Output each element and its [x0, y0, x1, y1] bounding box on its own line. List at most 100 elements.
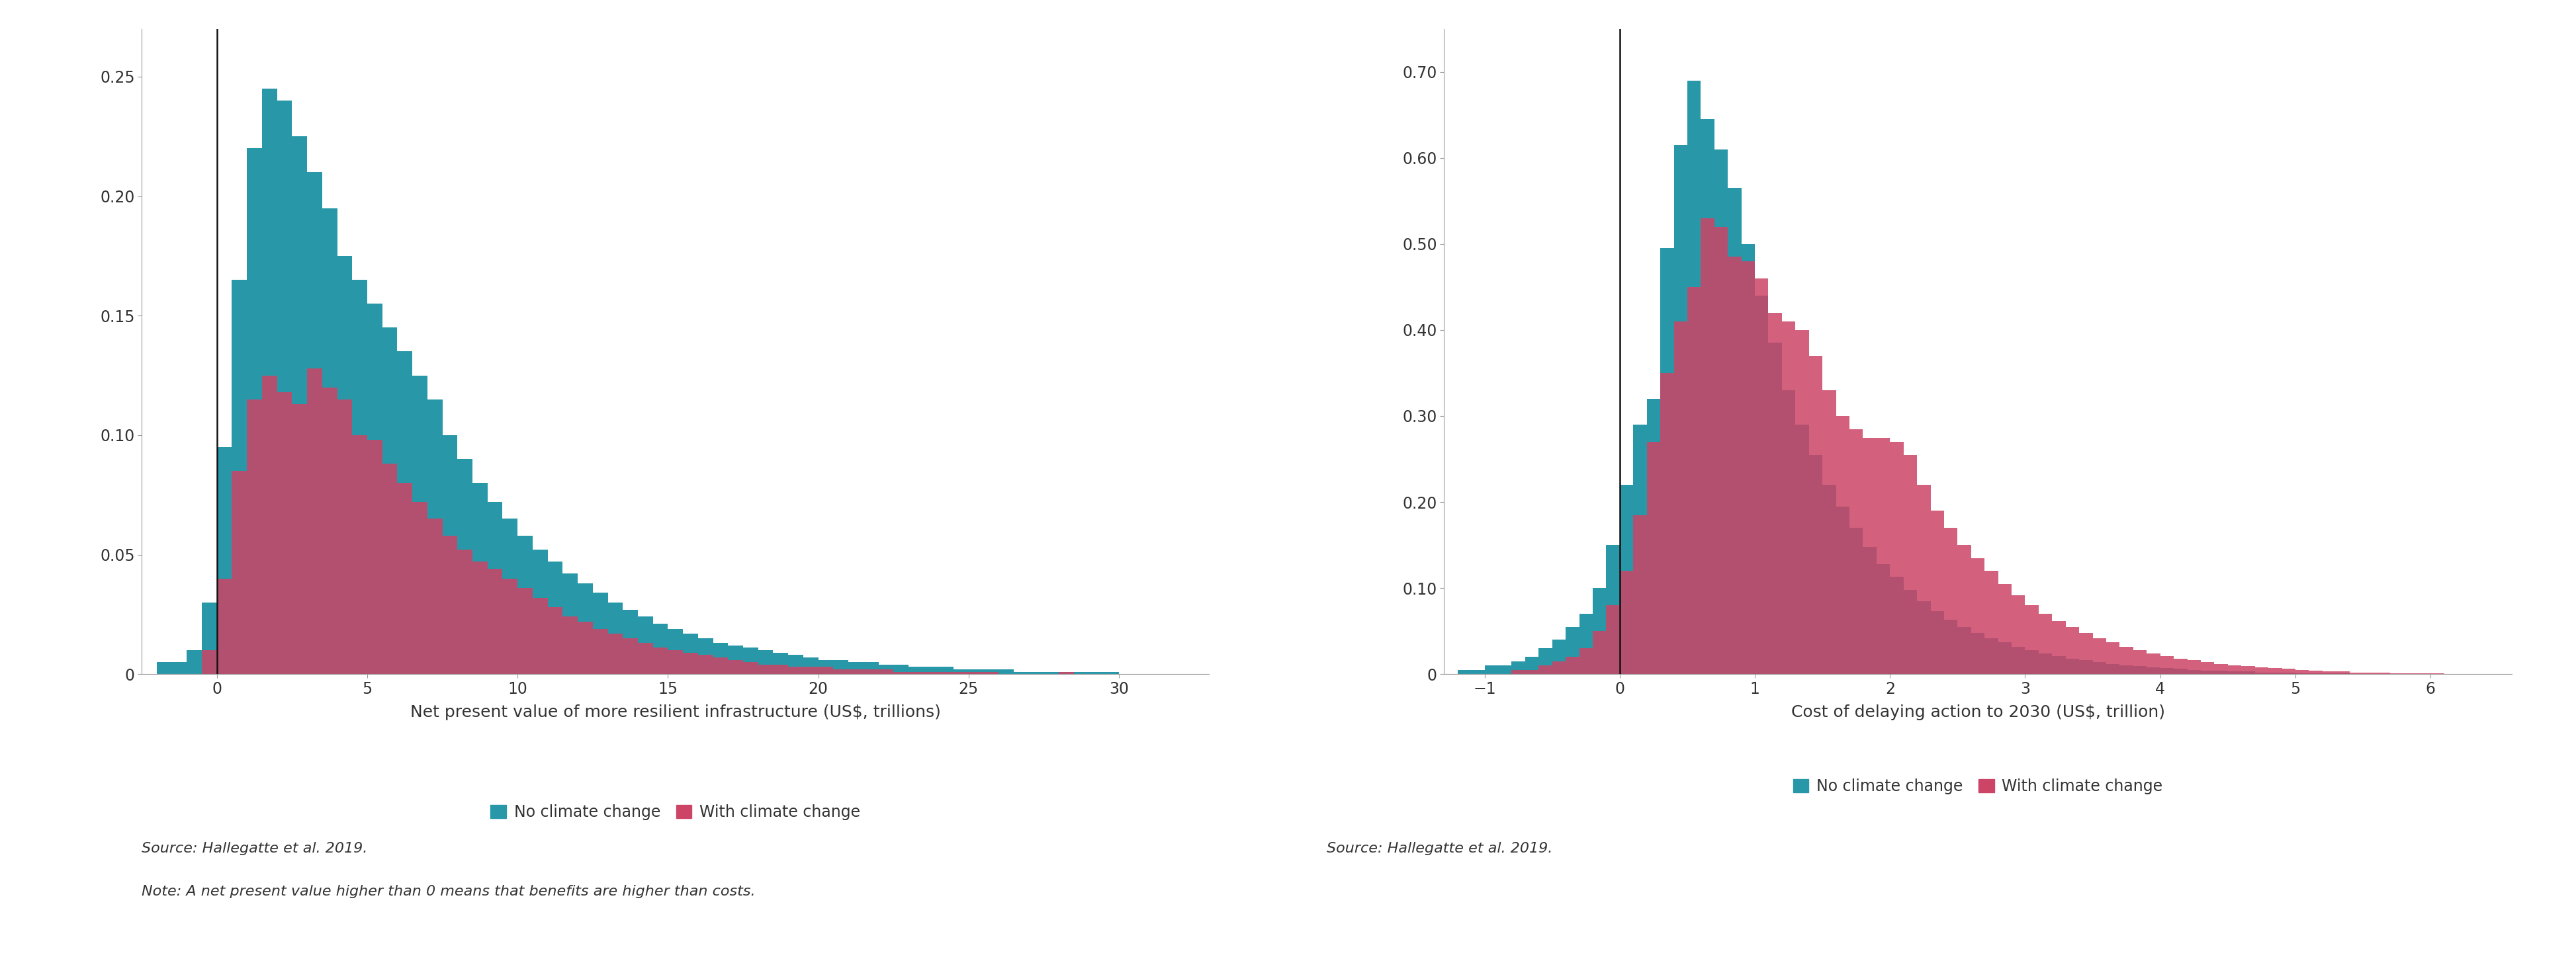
Bar	[487, 569, 502, 674]
Bar	[1958, 627, 1971, 674]
Bar	[157, 663, 173, 674]
Bar	[714, 643, 729, 674]
Bar	[1633, 425, 1646, 674]
Bar	[1754, 296, 1767, 674]
Bar	[953, 669, 969, 674]
Bar	[667, 650, 683, 674]
Bar	[714, 658, 729, 674]
Bar	[969, 672, 984, 674]
Bar	[969, 669, 984, 674]
Bar	[1783, 390, 1795, 674]
Bar	[1741, 244, 1754, 674]
Bar	[337, 400, 353, 674]
Bar	[201, 603, 216, 674]
Bar	[1633, 515, 1646, 674]
Bar	[2324, 671, 2336, 674]
Bar	[1716, 149, 1728, 674]
Bar	[757, 650, 773, 674]
Bar	[1015, 672, 1028, 674]
Bar	[1999, 584, 2012, 674]
Bar	[263, 89, 278, 674]
Bar	[1090, 672, 1105, 674]
Legend: No climate change, With climate change: No climate change, With climate change	[484, 798, 866, 826]
Bar	[608, 634, 623, 674]
Bar	[999, 669, 1015, 674]
Bar	[683, 634, 698, 674]
Bar	[1662, 248, 1674, 674]
Bar	[1821, 390, 1837, 674]
Bar	[428, 519, 443, 674]
Bar	[1700, 219, 1716, 674]
Bar	[1862, 547, 1875, 674]
Bar	[608, 603, 623, 674]
Bar	[1525, 670, 1538, 674]
Bar	[1891, 442, 1904, 674]
Bar	[2053, 656, 2066, 674]
Bar	[2107, 664, 2120, 674]
Bar	[1553, 639, 1566, 674]
Bar	[2053, 621, 2066, 674]
Bar	[1945, 620, 1958, 674]
Bar	[2038, 654, 2053, 674]
Bar	[1984, 638, 1999, 674]
Bar	[819, 660, 832, 674]
Bar	[2092, 638, 2107, 674]
Bar	[1875, 437, 1891, 674]
Bar	[1592, 631, 1607, 674]
Bar	[1728, 188, 1741, 674]
Bar	[1646, 399, 1662, 674]
Bar	[2120, 646, 2133, 674]
Bar	[729, 660, 742, 674]
Bar	[1917, 601, 1929, 674]
Bar	[307, 172, 322, 674]
Bar	[2174, 659, 2187, 674]
Bar	[381, 464, 397, 674]
X-axis label: Net present value of more resilient infrastructure (US$, trillions): Net present value of more resilient infr…	[410, 704, 940, 720]
Bar	[2269, 668, 2282, 674]
Bar	[804, 667, 819, 674]
Bar	[863, 663, 878, 674]
Bar	[1700, 119, 1716, 674]
Bar	[291, 404, 307, 674]
Bar	[247, 400, 263, 674]
Bar	[1971, 633, 1984, 674]
Bar	[2215, 664, 2228, 674]
Bar	[1795, 330, 1808, 674]
Bar	[1821, 484, 1837, 674]
Bar	[1687, 287, 1700, 674]
Bar	[443, 435, 459, 674]
Bar	[878, 669, 894, 674]
Bar	[368, 440, 381, 674]
Bar	[1767, 343, 1783, 674]
Bar	[1971, 558, 1984, 674]
Bar	[2161, 668, 2174, 674]
Bar	[1904, 455, 1917, 674]
Bar	[2362, 672, 2378, 674]
Bar	[562, 616, 577, 674]
Bar	[1566, 627, 1579, 674]
Bar	[471, 561, 487, 674]
Bar	[1984, 571, 1999, 674]
Bar	[804, 658, 819, 674]
Bar	[216, 447, 232, 674]
Bar	[353, 435, 368, 674]
Bar	[322, 208, 337, 674]
Bar	[623, 610, 639, 674]
Bar	[742, 648, 757, 674]
Bar	[2146, 654, 2161, 674]
Bar	[2187, 670, 2200, 674]
Bar	[938, 672, 953, 674]
Bar	[1929, 510, 1945, 674]
Bar	[1674, 145, 1687, 674]
Bar	[2215, 670, 2228, 674]
Bar	[894, 672, 909, 674]
Bar	[1837, 416, 1850, 674]
Bar	[878, 664, 894, 674]
Bar	[698, 638, 714, 674]
Bar	[1579, 613, 1592, 674]
Bar	[2025, 650, 2038, 674]
Bar	[848, 663, 863, 674]
Bar	[652, 624, 667, 674]
Bar	[353, 280, 368, 674]
Bar	[729, 645, 742, 674]
